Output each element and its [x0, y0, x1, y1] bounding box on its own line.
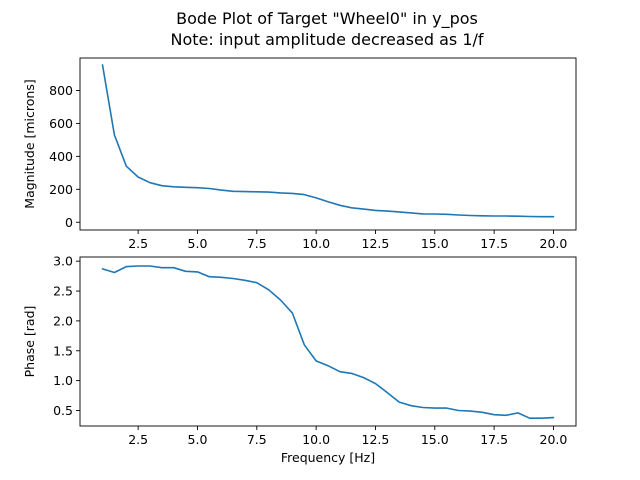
phase-y-tick-label: 2.0 [53, 313, 73, 328]
magnitude-x-tick-label: 2.5 [128, 236, 148, 251]
magnitude-y-tick-label: 0 [65, 215, 73, 230]
phase-x-tick-label: 5.0 [188, 432, 208, 447]
phase-x-tick-label: 15.0 [421, 432, 449, 447]
magnitude-x-tick-label: 20.0 [540, 236, 568, 251]
phase-y-tick-label: 2.5 [53, 284, 73, 299]
phase-x-tick-label: 2.5 [128, 432, 148, 447]
phase-y-tick-label: 0.5 [53, 403, 73, 418]
magnitude-y-tick-label: 600 [49, 116, 73, 131]
phase-subplot: 2.5 5.0 7.5 10.0 12.5 15.0 17.5 20.0 0.5 1.0 1.5 2.… [22, 254, 577, 465]
magnitude-x-tick-label: 10.0 [302, 236, 330, 251]
frequency-x-axis-label: Frequency [Hz] [281, 450, 375, 465]
figure-title-line-2: Note: input amplitude decreased as 1/f [170, 30, 483, 49]
magnitude-series-line [101, 64, 555, 218]
phase-y-tick-label: 3.0 [53, 254, 73, 269]
phase-x-tick-label: 7.5 [247, 432, 267, 447]
phase-y-axis-label: Phase [rad] [22, 306, 37, 378]
magnitude-x-tick-label: 17.5 [480, 236, 508, 251]
magnitude-x-tick-label: 15.0 [421, 236, 449, 251]
phase-x-tick-label: 12.5 [362, 432, 390, 447]
magnitude-x-tick-label: 5.0 [188, 236, 208, 251]
magnitude-x-tick-label: 12.5 [362, 236, 390, 251]
magnitude-y-tick-label: 200 [49, 182, 73, 197]
magnitude-x-tick-label: 7.5 [247, 236, 267, 251]
phase-x-tick-label: 10.0 [302, 432, 330, 447]
magnitude-ticks: 2.5 5.0 7.5 10.0 12.5 15.0 17.5 20.0 0 200 400 600 8… [49, 83, 567, 251]
magnitude-y-tick-label: 800 [49, 83, 73, 98]
magnitude-y-axis-label: Magnitude [microns] [22, 79, 37, 208]
phase-y-tick-label: 1.0 [53, 373, 73, 388]
figure-title-line-1: Bode Plot of Target "Wheel0" in y_pos [176, 9, 478, 29]
phase-x-tick-label: 17.5 [480, 432, 508, 447]
phase-series-line [101, 265, 555, 419]
magnitude-axes-frame [79, 57, 577, 231]
phase-y-tick-label: 1.5 [53, 343, 73, 358]
magnitude-subplot: 2.5 5.0 7.5 10.0 12.5 15.0 17.5 20.0 0 200 400 600 8… [22, 57, 577, 251]
phase-ticks: 2.5 5.0 7.5 10.0 12.5 15.0 17.5 20.0 0.5 1.0 1.5 2.… [53, 254, 567, 447]
phase-axes-frame [79, 256, 577, 427]
phase-x-tick-label: 20.0 [540, 432, 568, 447]
magnitude-y-tick-label: 400 [49, 149, 73, 164]
